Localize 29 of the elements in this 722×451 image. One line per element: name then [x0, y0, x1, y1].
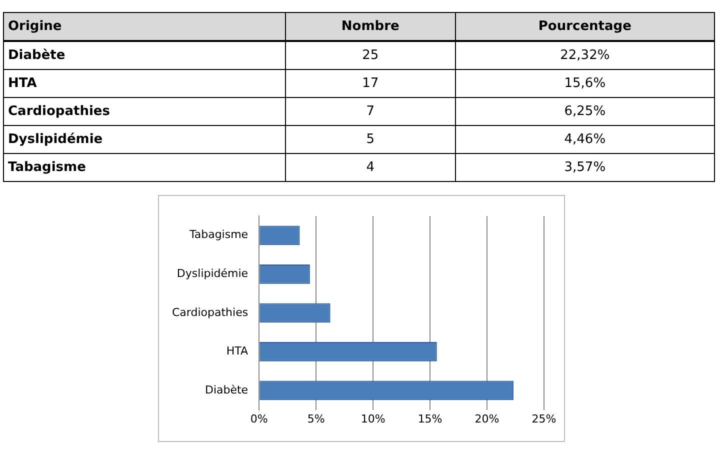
text: Pourcentage	[455, 12, 714, 41]
y-tick-label: Dyslipidémie	[176, 267, 248, 280]
data-label: 4	[285, 154, 456, 182]
category-label: HTA	[4, 70, 286, 98]
x-tick-label: 15%	[418, 412, 442, 426]
text: Origine	[4, 12, 286, 41]
data-label: 5	[285, 126, 456, 154]
category-label: Tabagisme	[4, 154, 286, 182]
data-label: 15,6%	[455, 70, 714, 98]
data-label: 25	[285, 41, 456, 70]
data-label: 4,46%	[455, 126, 714, 154]
x-tick-label: 0%	[250, 412, 268, 426]
x-tick-label: 20%	[474, 412, 500, 426]
data-label: 3,57%	[455, 154, 714, 182]
x-tick-label: 5%	[307, 412, 325, 426]
y-tick-label: Diabète	[204, 383, 248, 396]
category-label: Diabète	[4, 41, 286, 70]
x-tick-label: 10%	[360, 412, 386, 426]
y-tick-label: Tabagisme	[188, 228, 248, 242]
data-label: 7	[285, 98, 456, 126]
y-tick-label: Cardiopathies	[172, 306, 248, 319]
data-label: 6,25%	[455, 98, 714, 126]
category-label: Cardiopathies	[4, 98, 286, 126]
data-label: 17	[285, 70, 456, 98]
x-tick-label: 25%	[532, 412, 556, 426]
category-label: Dyslipidémie	[4, 126, 286, 154]
y-tick-label: HTA	[226, 344, 249, 358]
data-label: 22,32%	[455, 41, 714, 70]
text: Nombre	[285, 12, 456, 41]
